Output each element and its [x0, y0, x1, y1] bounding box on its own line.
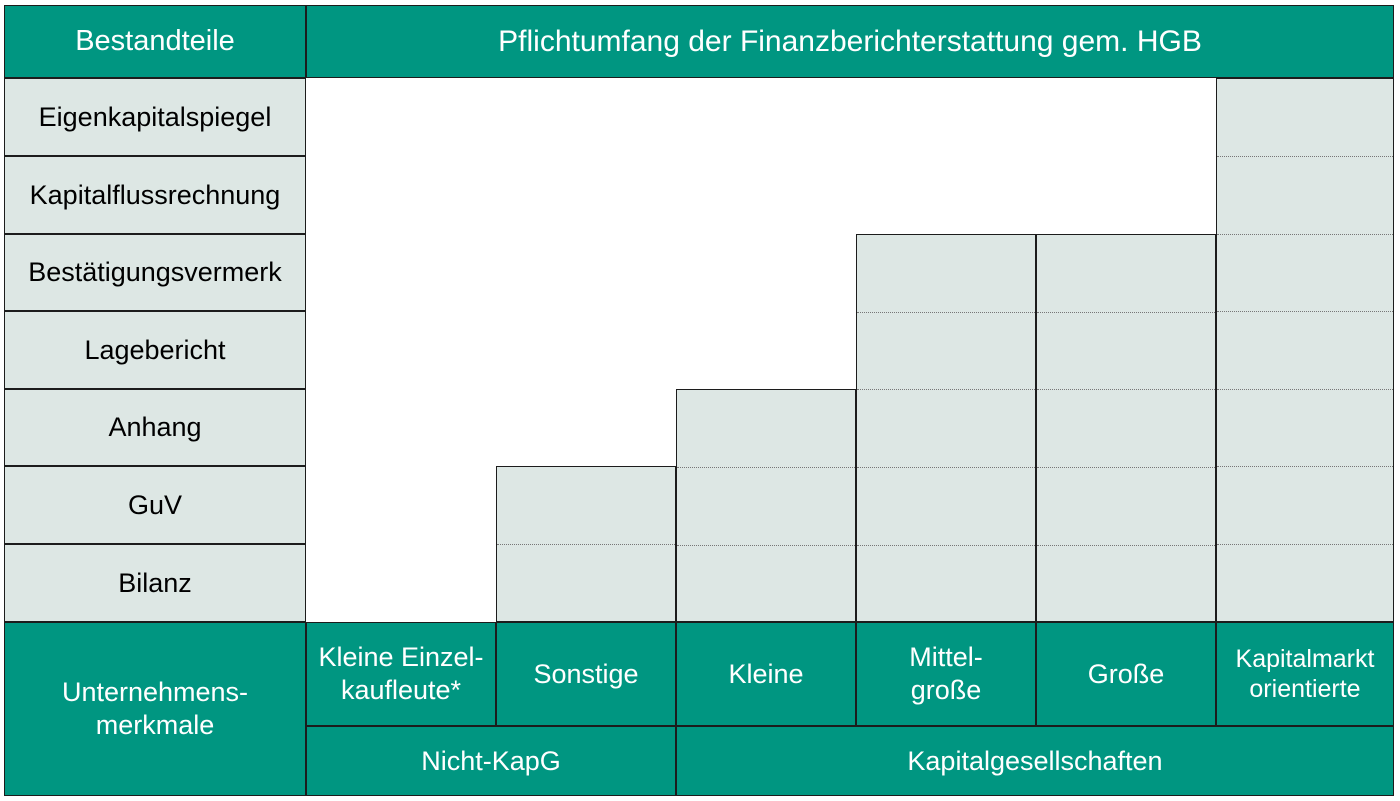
- group-nicht-kapg: Nicht-KapG: [306, 726, 676, 796]
- row-label-bestaetigungsvermerk: Bestätigungsvermerk: [4, 234, 306, 311]
- row-label-kapitalflussrechnung: Kapitalflussrechnung: [4, 156, 306, 234]
- row-label-eigenkapitalspiegel: Eigenkapitalspiegel: [4, 78, 306, 156]
- row-label-lagebericht: Lagebericht: [4, 311, 306, 389]
- bar-kapitalmarktorientierte: [1216, 78, 1394, 622]
- header-left: Bestandteile: [4, 5, 306, 78]
- bar-mittelgrosse: [856, 234, 1036, 622]
- category-sonstige: Sonstige: [496, 622, 676, 726]
- category-kleine: Kleine: [676, 622, 856, 726]
- category-kleine-einzelkaufleute: Kleine Einzel- kaufleute*: [306, 622, 496, 726]
- row-label-anhang: Anhang: [4, 389, 306, 466]
- bar-kleine: [676, 389, 856, 622]
- row-label-bilanz: Bilanz: [4, 544, 306, 622]
- group-kapitalgesellschaften: Kapitalgesellschaften: [676, 726, 1394, 796]
- bar-grosse: [1036, 234, 1216, 622]
- category-mittelgrosse: Mittel- große: [856, 622, 1036, 726]
- header-left-label: Bestandteile: [75, 25, 235, 57]
- header-title: Pflichtumfang der Finanzberichterstattun…: [306, 5, 1394, 78]
- header-title-label: Pflichtumfang der Finanzberichterstattun…: [498, 24, 1202, 58]
- footer-left-label: Unternehmens- merkmale: [4, 622, 306, 796]
- category-grosse: Große: [1036, 622, 1216, 726]
- bar-sonstige: [496, 466, 676, 622]
- category-kapitalmarktorientierte: Kapitalmarkt orientierte: [1216, 622, 1394, 726]
- row-label-guv: GuV: [4, 466, 306, 544]
